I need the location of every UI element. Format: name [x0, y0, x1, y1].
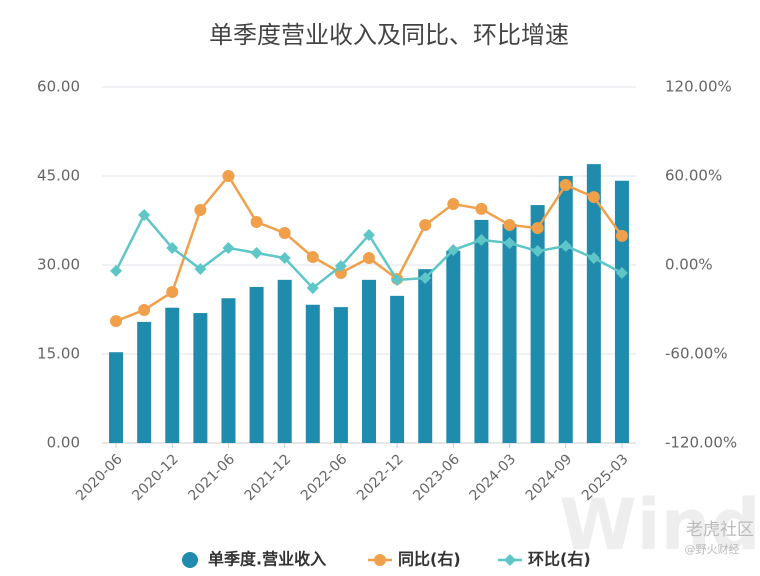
y2-tick-label: -120.00%	[665, 434, 737, 452]
bar	[305, 304, 320, 443]
legend-label: 同比(右)	[398, 550, 461, 569]
point	[531, 222, 544, 235]
bar	[362, 279, 376, 443]
bar	[502, 224, 517, 443]
y2-tick-label: 60.00%	[665, 167, 722, 185]
bar	[277, 279, 292, 443]
bar	[249, 286, 264, 443]
watermark: @野火财经	[685, 542, 740, 556]
point	[278, 252, 291, 265]
x-tick-label: 2023-06	[410, 451, 463, 504]
legend-marker	[374, 554, 386, 566]
legend-marker	[182, 552, 198, 568]
point	[615, 229, 628, 242]
point	[475, 202, 488, 215]
x-tick-label: 2024-03	[467, 451, 520, 504]
bar	[614, 180, 629, 443]
point	[587, 252, 600, 265]
bar	[333, 307, 348, 443]
point	[306, 281, 319, 294]
watermark: Wind	[559, 484, 760, 566]
y-tick-label: 15.00	[37, 345, 80, 363]
point	[194, 263, 207, 276]
point	[110, 264, 123, 277]
legend-marker	[504, 554, 516, 566]
point	[587, 191, 600, 204]
y-tick-label: 30.00	[37, 256, 80, 274]
legend-label: 环比(右)	[528, 550, 591, 569]
point	[503, 218, 516, 231]
point	[391, 273, 404, 286]
point	[250, 215, 263, 228]
bar	[109, 352, 124, 443]
point	[475, 233, 488, 246]
bar	[193, 313, 208, 443]
y2-tick-label: 0.00%	[665, 256, 713, 274]
y-tick-label: 60.00	[37, 78, 80, 96]
point	[222, 241, 235, 254]
y2-tick-label: -60.00%	[665, 345, 728, 363]
point	[559, 179, 572, 192]
bar	[418, 269, 433, 443]
point	[503, 237, 516, 250]
bar	[530, 205, 545, 443]
bar	[221, 298, 236, 443]
point	[615, 267, 628, 280]
x-tick-label: 2021-12	[242, 451, 295, 504]
point	[194, 203, 207, 216]
point	[531, 245, 544, 258]
point	[419, 272, 432, 285]
point	[166, 285, 179, 298]
bar	[586, 164, 601, 443]
point	[278, 226, 291, 239]
point	[138, 303, 151, 316]
point	[222, 170, 235, 182]
x-tick-label: 2022-06	[298, 451, 351, 504]
point	[334, 260, 347, 273]
point	[166, 241, 179, 254]
bar	[165, 307, 180, 443]
line	[114, 212, 623, 290]
watermark: 老虎社区	[686, 520, 754, 540]
bar	[137, 321, 152, 443]
point	[250, 246, 263, 259]
x-tick-label: 2020-06	[73, 451, 126, 504]
point	[334, 267, 347, 280]
y-tick-label: 0.00	[47, 434, 80, 452]
chart-title: 单季度营业收入及同比、环比增速	[209, 21, 569, 49]
point	[419, 218, 432, 231]
point	[110, 315, 123, 328]
point	[447, 244, 460, 257]
point	[138, 209, 151, 222]
point	[363, 252, 375, 265]
bar	[474, 219, 489, 443]
point	[363, 229, 375, 242]
bar	[558, 176, 573, 443]
y-tick-label: 45.00	[37, 167, 80, 185]
y2-tick-label: 120.00%	[665, 78, 732, 96]
x-tick-label: 2021-06	[185, 451, 238, 504]
point	[559, 240, 572, 253]
legend-label: 单季度.营业收入	[208, 550, 326, 569]
bar	[446, 250, 461, 443]
x-tick-label: 2020-12	[129, 451, 182, 504]
x-tick-label: 2022-12	[354, 451, 407, 504]
bar	[390, 295, 405, 443]
point	[447, 198, 460, 211]
point	[306, 250, 319, 263]
